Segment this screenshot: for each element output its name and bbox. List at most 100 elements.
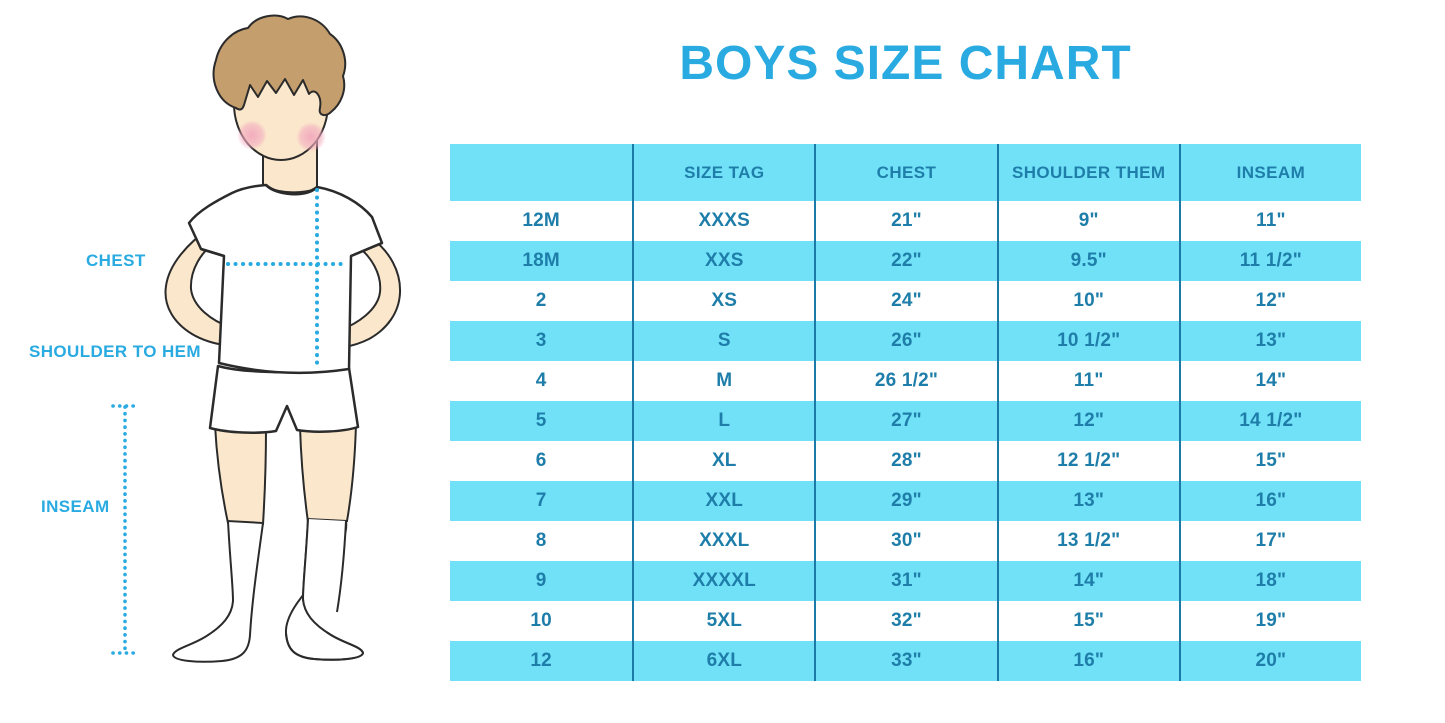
value-cell: 14": [996, 561, 1179, 601]
value-cell: XS: [632, 281, 814, 321]
value-cell: 11": [1178, 201, 1361, 241]
boy-illustration: CHEST SHOULDER TO HEM INSEAM: [0, 0, 450, 723]
table-row: 18M XXS 22" 9.5" 11 1/2": [450, 241, 1361, 281]
table-row: 6 XL 28" 12 1/2" 15": [450, 441, 1361, 481]
inseam-label: INSEAM: [41, 497, 110, 516]
value-cell: XXXL: [632, 521, 814, 561]
value-cell: 9.5": [996, 241, 1179, 281]
value-cell: XL: [632, 441, 814, 481]
value-cell: 15": [996, 601, 1179, 641]
tshirt: [187, 183, 384, 375]
value-cell: 24": [814, 281, 996, 321]
size-cell: 9: [535, 570, 547, 591]
table-row: 12M XXXS 21" 9" 11": [450, 201, 1361, 241]
page-title: BOYS SIZE CHART: [679, 37, 1132, 90]
column-header: CHEST: [814, 144, 996, 201]
size-table: SIZE TAG CHEST SHOULDER THEM INSEAM 12M XXXS 2…: [450, 144, 1361, 681]
value-cell: 16": [996, 641, 1179, 681]
value-cell: 14": [1178, 361, 1361, 401]
left-arm: [164, 226, 232, 347]
value-cell: 17": [1178, 521, 1361, 561]
value-cell: 11": [996, 361, 1179, 401]
shoulder-to-hem-label: SHOULDER TO HEM: [29, 342, 201, 361]
value-cell: 10 1/2": [996, 321, 1179, 361]
right-sock-outline: [285, 518, 365, 661]
right-sock-fix: [302, 519, 346, 640]
value-cell: 30": [814, 521, 996, 561]
hair: [212, 14, 347, 117]
left-sock: [171, 519, 265, 663]
value-cell: M: [632, 361, 814, 401]
size-cell: 5: [535, 410, 547, 431]
size-cell: 12M: [522, 210, 560, 231]
size-cell: 6: [535, 450, 547, 471]
value-cell: 21": [814, 201, 996, 241]
size-cell: 7: [535, 490, 547, 511]
value-cell: 18": [1178, 561, 1361, 601]
column-header: SIZE TAG: [632, 144, 814, 201]
value-cell: 6XL: [632, 641, 814, 681]
value-cell: XXXXL: [632, 561, 814, 601]
table-row: 7 XXL 29" 13" 16": [450, 481, 1361, 521]
value-cell: 27": [814, 401, 996, 441]
size-cell: 3: [535, 330, 547, 351]
value-cell: 13": [996, 481, 1179, 521]
value-cell: L: [632, 401, 814, 441]
table-row: 2 XS 24" 10" 12": [450, 281, 1361, 321]
column-header: SHOULDER THEM: [996, 144, 1179, 201]
value-cell: 33": [814, 641, 996, 681]
size-cell: 12: [530, 650, 552, 671]
value-cell: 12": [1178, 281, 1361, 321]
value-cell: 14 1/2": [1178, 401, 1361, 441]
table-row: 8 XXXL 30" 13 1/2" 17": [450, 521, 1361, 561]
value-cell: 15": [1178, 441, 1361, 481]
value-cell: 11 1/2": [1178, 241, 1361, 281]
table-header-row: SIZE TAG CHEST SHOULDER THEM INSEAM: [450, 144, 1361, 201]
column-header: [450, 144, 632, 201]
boy-figure-svg: [111, 14, 402, 663]
value-cell: 26": [814, 321, 996, 361]
value-cell: 13": [1178, 321, 1361, 361]
size-cell: 8: [535, 530, 547, 551]
value-cell: 10": [996, 281, 1179, 321]
chest-label: CHEST: [86, 251, 146, 270]
blush-right: [296, 122, 326, 152]
value-cell: S: [632, 321, 814, 361]
table-row: 9 XXXXL 31" 14" 18": [450, 561, 1361, 601]
value-cell: XXXS: [632, 201, 814, 241]
table-row: 12 6XL 33" 16" 20": [450, 641, 1361, 681]
left-sleeve-hem: [200, 247, 225, 258]
value-cell: 20": [1178, 641, 1361, 681]
size-cell: 18M: [522, 250, 560, 271]
value-cell: XXL: [632, 481, 814, 521]
right-arm: [338, 235, 402, 349]
table-row: 10 5XL 32" 15" 19": [450, 601, 1361, 641]
column-header: INSEAM: [1178, 144, 1361, 201]
value-cell: 32": [814, 601, 996, 641]
right-sleeve-hem: [350, 241, 383, 258]
collar: [265, 184, 318, 196]
value-cell: 12 1/2": [996, 441, 1179, 481]
value-cell: 26 1/2": [814, 361, 996, 401]
value-cell: 19": [1178, 601, 1361, 641]
size-cell: 4: [535, 370, 547, 391]
value-cell: 28": [814, 441, 996, 481]
value-cell: 5XL: [632, 601, 814, 641]
value-cell: 16": [1178, 481, 1361, 521]
blush-left: [237, 120, 267, 150]
table-row: 3 S 26" 10 1/2" 13": [450, 321, 1361, 361]
right-leg: [298, 422, 358, 524]
shorts: [208, 364, 360, 434]
value-cell: 22": [814, 241, 996, 281]
table-row: 5 L 27" 12" 14 1/2": [450, 401, 1361, 441]
size-cell: 2: [535, 290, 547, 311]
value-cell: 31": [814, 561, 996, 601]
size-cell: 10: [530, 610, 552, 631]
value-cell: 13 1/2": [996, 521, 1179, 561]
value-cell: XXS: [632, 241, 814, 281]
left-leg: [213, 423, 268, 526]
value-cell: 9": [996, 201, 1179, 241]
table-row: 4 M 26 1/2" 11" 14": [450, 361, 1361, 401]
value-cell: 29": [814, 481, 996, 521]
value-cell: 12": [996, 401, 1179, 441]
